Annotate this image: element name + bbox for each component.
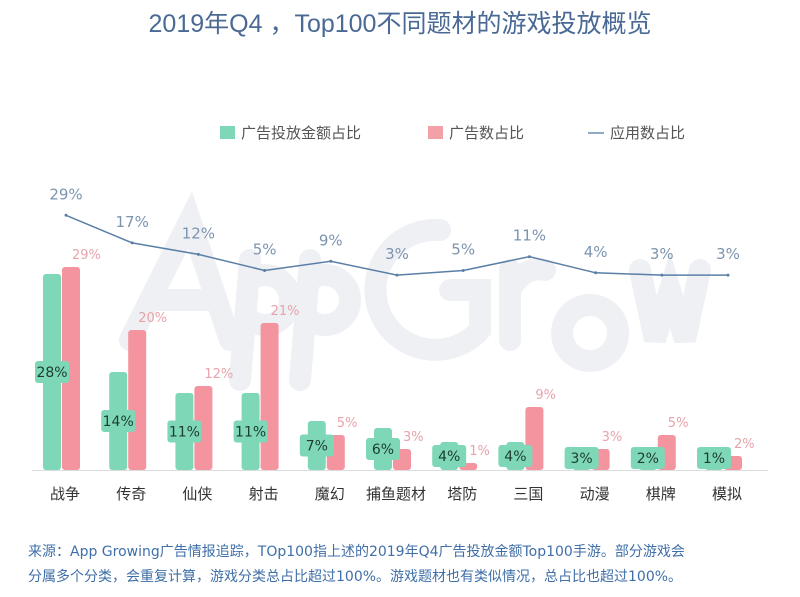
watermark-stroke [551,294,630,372]
line-label-app-count: 5% [451,241,475,259]
bar-label-ad-spend: 28% [36,365,67,381]
bar-label-ad-spend: 3% [570,451,592,467]
bar-ad-count [194,386,213,470]
x-tick-label: 塔防 [447,485,477,503]
bar-label-ad-count: 5% [668,416,689,431]
bar-label-ad-count: 1% [469,444,490,459]
x-tick-label: 捕鱼题材 [366,485,426,503]
line-label-app-count: 29% [49,185,82,203]
x-tick-label: 射击 [249,485,279,503]
footnote-line: 分属多个分类，会重复计算，游戏分类总占比超过100%。游戏题材也有类似情况，总占… [28,569,683,585]
bar-label-box [233,420,268,443]
line-label-app-count: 12% [182,224,215,242]
x-tick-label: 三国 [513,485,543,503]
chart-area: 28% 29% 战争 14% 20% 传奇 11% 12% 仙侠 11% 21% 射击 7% 5% 魔幻 6%… [32,185,768,503]
bar-label-box [101,410,136,432]
x-tick-label: 战争 [50,485,80,503]
legend-line [588,131,604,134]
line-label-app-count: 5% [253,241,277,259]
bar-label-ad-spend: 11% [169,425,200,441]
line-label-app-count: 17% [116,213,149,231]
bar-label-box [432,445,467,467]
legend-item-app-count: 应用数占比 [588,122,685,143]
bar-label-box [299,434,334,457]
bar-label-ad-spend: 1% [703,451,725,467]
legend-swatch [428,126,443,139]
line-point [395,273,399,277]
bar-label-ad-count: 3% [403,430,424,445]
line-point [329,259,333,263]
line-point [461,269,465,272]
bar-label-ad-count: 12% [204,367,233,382]
bar-label-box [35,361,69,383]
bar-label-ad-count: 9% [535,388,556,403]
watermark-logo [119,191,711,391]
legend-label: 广告投放金额占比 [241,124,362,142]
bar-ad-count [260,323,279,470]
watermark-stroke [299,264,361,336]
legend-item-ad-count: 广告数占比 [428,122,524,143]
bar-label-box [630,447,665,469]
bar-label-ad-count: 29% [72,248,101,263]
line-point [263,269,267,272]
line-point [594,271,598,275]
bar-label-ad-spend: 2% [637,451,659,467]
line-label-app-count: 11% [513,227,546,245]
bar-label-ad-spend: 14% [103,414,134,430]
line-point [196,252,200,256]
bar-label-box [498,445,533,467]
footnote: 来源：App Growing广告情报追踪，TOp100指上述的2019年Q4广告… [28,540,788,590]
footnote-line: 来源：App Growing广告情报追踪，TOp100指上述的2019年Q4广告… [28,544,685,560]
bar-label-ad-spend: 7% [306,439,328,455]
x-tick-label: 模拟 [712,485,742,503]
x-tick-label: 传奇 [116,485,146,503]
bar-ad-count [128,330,147,470]
line-point [130,241,134,245]
line-point [527,255,531,259]
line-label-app-count: 4% [584,243,608,261]
watermark-stroke [629,251,711,344]
x-tick-label: 动漫 [580,485,610,503]
line-label-app-count: 9% [319,231,343,249]
bar-label-ad-spend: 6% [372,442,394,458]
line-label-app-count: 3% [650,245,674,263]
bar-label-ad-count: 21% [271,304,300,319]
line-point [726,273,730,277]
legend: 广告投放金额占比 广告数占比 应用数占比 [0,122,800,144]
watermark-stroke [499,258,556,301]
line-point [660,273,664,277]
bar-label-ad-spend: 4% [438,449,460,465]
bar-label-ad-count: 3% [602,430,623,445]
legend-label: 广告数占比 [449,124,525,142]
legend-swatch [220,126,235,139]
bar-label-box [167,420,202,443]
bar-label-ad-count: 20% [138,311,167,326]
chart-title: 2019年Q4 ，Top100不同题材的游戏投放概览 [148,10,652,38]
line-label-app-count: 3% [716,245,740,263]
bar-label-box [366,438,400,460]
legend-item-ad-spend: 广告投放金额占比 [220,122,361,143]
watermark-stroke [364,218,491,361]
x-tick-label: 棋牌 [646,485,676,503]
x-tick-label: 魔幻 [315,485,345,503]
bar-label-ad-spend: 11% [235,425,266,441]
bar-label-ad-count: 5% [337,416,358,431]
bar-label-ad-spend: 4% [504,449,526,465]
line-label-app-count: 3% [385,245,409,263]
bar-label-box [697,447,731,469]
bar-label-ad-count: 2% [734,437,755,452]
bar-ad-count [62,267,80,470]
line-point [64,213,68,217]
bar-label-box [564,447,599,469]
x-tick-label: 仙侠 [182,485,212,503]
legend-label: 应用数占比 [610,124,686,142]
